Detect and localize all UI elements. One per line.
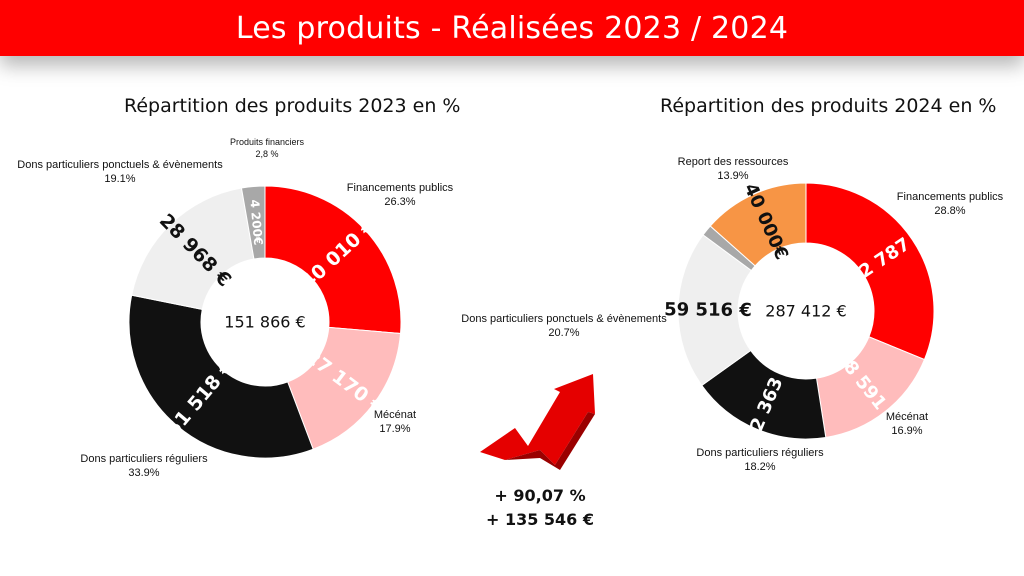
label-2024-dons-reguliers: Dons particuliers réguliers 18.2%: [676, 446, 844, 474]
label-2023-mecenat: Mécénat 17.9%: [360, 408, 430, 436]
slice-percent: 28.8%: [934, 205, 966, 217]
slice-percent: 13.9%: [717, 170, 749, 182]
header-banner: Les produits - Réalisées 2023 / 2024: [0, 0, 1024, 56]
slice-name: Mécénat: [885, 411, 929, 423]
slice-name: Dons particuliers réguliers: [696, 447, 824, 459]
slice-percent: 33.9%: [128, 467, 160, 479]
value-label-produits-financiers: 4 200€: [247, 199, 265, 246]
slice-percent: 16.9%: [891, 425, 923, 437]
percent-change: + 90,07 %: [494, 486, 586, 505]
slice-percent: 2,8 %: [255, 149, 279, 159]
slice-produits-financiers: [240, 185, 266, 260]
slice-report-des-ressources: [709, 182, 807, 267]
slice-mecenat: [287, 326, 402, 450]
slice-percent: 20.7%: [548, 327, 580, 339]
label-2023-financements-publics: Financements publics 26.3%: [330, 181, 470, 209]
slice-percent: 17.9%: [379, 423, 411, 435]
center-total-label: 151 866 €: [224, 313, 305, 332]
label-2024-mecenat: Mécénat 16.9%: [872, 410, 942, 438]
donut-2024: 92 787 €48 591 €52 363 €59 516 €40 000€2…: [664, 180, 935, 446]
slice-name: Mécénat: [373, 409, 417, 421]
label-2024-financements-publics: Financements publics 28.8%: [880, 190, 1020, 218]
slice-name: Produits financiers: [229, 137, 305, 147]
chart-title-2023: Répartition des produits 2023 en %: [124, 95, 461, 117]
slice-dons-particuliers-reguliers: [701, 349, 827, 440]
slice-name: Dons particuliers ponctuels & évènements: [461, 313, 667, 325]
slice-percent: 19.1%: [104, 173, 136, 185]
slice-name: Report des ressources: [677, 156, 789, 168]
slice-percent: 26.3%: [384, 196, 416, 208]
slice-name: Dons particuliers ponctuels & évènements: [17, 159, 223, 171]
slice-name: Financements publics: [896, 191, 1004, 203]
slice-financements-publics: [805, 182, 935, 361]
page-title: Les produits - Réalisées 2023 / 2024: [235, 10, 789, 46]
slice-dons-particuliers-reguliers: [128, 294, 314, 459]
label-2024-dons-ponctuels: Dons particuliers ponctuels & évènements…: [450, 312, 678, 340]
donut-2023: 40 010 €27 170 €51 518 €28 968 €4 200€15…: [128, 185, 402, 459]
growth-arrow-icon: [480, 374, 595, 470]
slice-financements-publics: [264, 185, 402, 335]
slice-percent: 18.2%: [744, 461, 776, 473]
growth-summary: + 90,07 % + 135 546 €: [460, 484, 620, 532]
label-2024-report-ressources: Report des ressources 13.9%: [668, 155, 798, 183]
slice-name: Financements publics: [346, 182, 454, 194]
slice-name: Dons particuliers réguliers: [80, 453, 208, 465]
label-2023-dons-reguliers: Dons particuliers réguliers 33.9%: [60, 452, 228, 480]
slice-dons-particuliers-ponctuels-evenements: [677, 234, 753, 387]
label-2023-produits-financiers: Produits financiers 2,8 %: [215, 136, 319, 160]
center-total-label: 287 412 €: [765, 302, 846, 321]
amount-change: + 135 546 €: [485, 510, 595, 529]
slice-dons-particuliers-ponctuels-evenements: [131, 187, 255, 310]
value-label-dons-particuliers-ponctuels-evenements: 59 516 €: [664, 299, 752, 321]
label-2023-dons-ponctuels: Dons particuliers ponctuels & évènements…: [6, 158, 234, 186]
chart-title-2024: Répartition des produits 2024 en %: [660, 95, 997, 117]
